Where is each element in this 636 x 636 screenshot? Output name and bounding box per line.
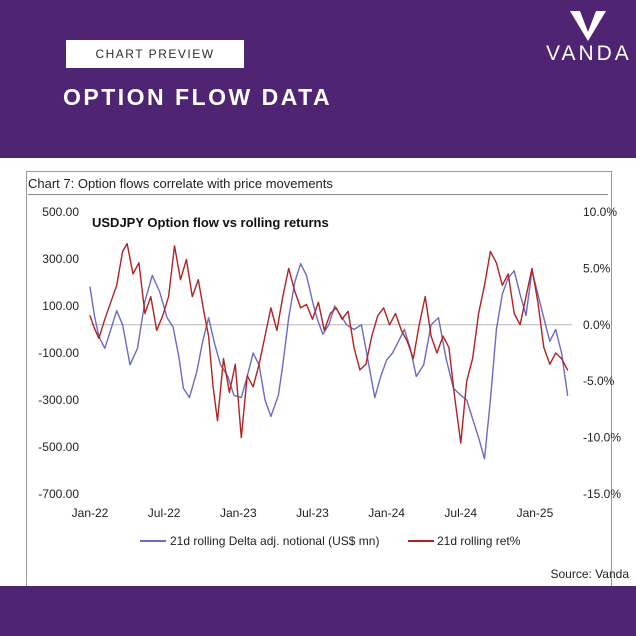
- right-tick-label: 0.0%: [583, 318, 611, 332]
- x-tick-label: Jan-23: [220, 506, 257, 520]
- right-axis: 10.0% 5.0% 0.0% -5.0% -10.0% -15.0%: [583, 205, 621, 501]
- chart-title: USDJPY Option flow vs rolling returns: [92, 215, 329, 230]
- legend: 21d rolling Delta adj. notional (US$ mn)…: [140, 534, 521, 548]
- left-tick-label: -100.00: [38, 346, 79, 360]
- chart-frame: [26, 171, 612, 587]
- x-tick-label: Jul-22: [148, 506, 181, 520]
- x-tick-label: Jan-22: [72, 506, 109, 520]
- left-tick-label: 100.00: [42, 299, 79, 313]
- series-layer: [89, 242, 569, 460]
- vanda-v-logo-icon: [570, 11, 606, 41]
- left-tick-label: 300.00: [42, 252, 79, 266]
- x-tick-label: Jan-24: [368, 506, 405, 520]
- left-tick-label: -500.00: [38, 440, 79, 454]
- left-tick-label: -300.00: [38, 393, 79, 407]
- right-tick-label: -15.0%: [583, 487, 621, 501]
- legend-label: 21d rolling ret%: [437, 534, 521, 548]
- right-tick-label: -5.0%: [583, 374, 615, 388]
- x-tick-label: Jul-23: [296, 506, 329, 520]
- series-line-flow: [89, 263, 569, 460]
- right-tick-label: -10.0%: [583, 431, 621, 445]
- right-tick-label: 10.0%: [583, 205, 617, 219]
- footer-band: [0, 586, 636, 636]
- frame-divider: [28, 194, 608, 195]
- right-tick-label: 5.0%: [583, 261, 611, 275]
- source-note: Source: Vanda: [550, 567, 630, 581]
- series-line-ret: [89, 242, 569, 444]
- x-axis: Jan-22 Jul-22 Jan-23 Jul-23 Jan-24 Jul-24 Jan-…: [72, 506, 554, 520]
- left-tick-label: 500.00: [42, 205, 79, 219]
- x-tick-label: Jul-24: [444, 506, 477, 520]
- left-tick-label: -700.00: [38, 487, 79, 501]
- chart-heading: Chart 7: Option flows correlate with pri…: [28, 176, 333, 191]
- chart-preview-tag: CHART PREVIEW: [66, 40, 244, 68]
- page-title: OPTION FLOW DATA: [63, 84, 333, 110]
- logo-text: VANDA: [546, 42, 632, 65]
- x-tick-label: Jan-25: [517, 506, 554, 520]
- vanda-logo: VANDA: [546, 8, 630, 68]
- legend-label: 21d rolling Delta adj. notional (US$ mn): [170, 534, 379, 548]
- left-axis: 500.00 300.00 100.00 -100.00 -300.00 -500.00 -…: [38, 205, 79, 501]
- header-banner: [0, 0, 636, 158]
